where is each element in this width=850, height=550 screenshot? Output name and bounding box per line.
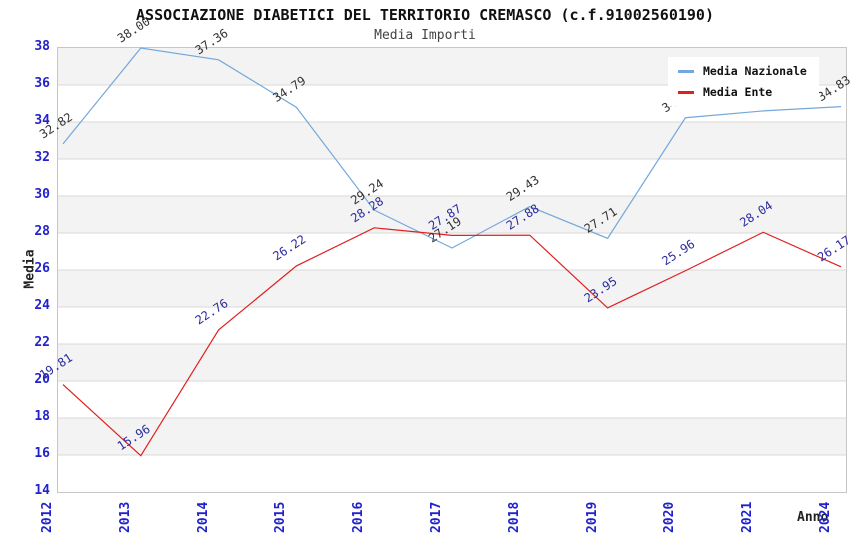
point-label: 28.04 [737,198,775,229]
x-tick-label: 2024 [818,501,833,533]
point-label: 29.43 [504,173,542,204]
x-axis-title: Anno [797,510,829,525]
x-tick-label: 2020 [662,501,678,533]
series-line-media-nazionale [62,47,842,249]
y-tick-label: 14 [34,483,50,498]
x-tick-label: 2014 [195,501,211,533]
y-tick-label: 22 [34,335,50,350]
legend-marker-media-ente [678,90,694,94]
x-tick-label: 2019 [584,501,600,533]
legend-item: Media Ente [678,85,807,99]
x-tick-label: 2018 [506,501,522,533]
x-tick-label: 2015 [273,501,289,533]
plot-area: 32.82 38.00 37.36 34.79 29.24 27.19 29.43 27.71… [37,14,850,493]
y-tick-label: 18 [34,409,50,424]
chart-subtitle: Media Importi [374,28,476,43]
y-tick-label: 36 [34,76,50,91]
chart-title: ASSOCIAZIONE DIABETICI DEL TERRITORIO CR… [136,6,714,24]
y-tick-label: 30 [34,187,50,202]
legend-label: Media Ente [703,85,773,99]
x-tick-label: 2016 [351,501,367,533]
point-label: 34.79 [270,73,308,104]
y-tick-label: 34 [34,113,50,128]
y-tick-label: 24 [34,298,50,313]
y-tick-label: 20 [34,372,50,387]
point-label: 26.22 [270,232,308,263]
legend: Media Nazionale Media Ente [668,57,819,106]
point-label: 26.17 [815,233,850,264]
y-tick-label: 28 [34,224,50,239]
point-label: 22.76 [193,296,231,327]
y-tick-label: 26 [34,261,50,276]
point-label: 27.71 [582,204,620,235]
legend-label: Media Nazionale [703,64,807,78]
x-tick-label: 2013 [117,501,133,533]
x-tick-label: 2017 [429,501,444,533]
legend-item: Media Nazionale [678,64,807,78]
point-label: 19.81 [37,351,75,382]
point-label: 27.88 [504,201,542,232]
series-line-media-ente [62,227,842,457]
x-tick-label: 2021 [740,501,756,533]
y-tick-label: 16 [34,446,50,461]
y-tick-label: 32 [34,150,50,165]
x-tick-label: 2012 [40,501,55,533]
point-label: 34.83 [815,73,850,104]
y-tick-label: 38 [34,39,50,54]
legend-marker-media-nazionale [678,69,694,73]
point-label: 25.96 [659,237,697,268]
